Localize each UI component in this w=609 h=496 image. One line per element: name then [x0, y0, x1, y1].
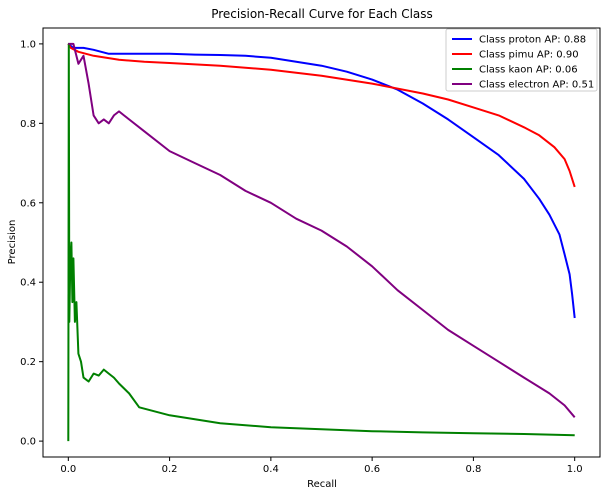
y-tick-label: 1.0 [20, 39, 36, 50]
x-tick-label: 1.0 [567, 464, 583, 475]
x-tick-label: 0.8 [465, 464, 481, 475]
legend-label: Class electron AP: 0.51 [479, 80, 594, 91]
series-layer [67, 42, 576, 442]
y-tick-label: 0.2 [20, 357, 36, 368]
legend-label: Class kaon AP: 0.06 [479, 65, 578, 76]
series-line-4 [68, 42, 576, 418]
y-tick-label: 0.6 [20, 198, 36, 209]
y-axis-ticks: 0.0 0.2 0.4 0.6 0.8 1.0 [20, 39, 43, 448]
series-line-1 [67, 43, 576, 319]
y-tick-label: 0.4 [20, 278, 36, 289]
x-tick-label: 0.6 [364, 464, 380, 475]
series-line-3 [67, 42, 575, 442]
chart-title: Precision-Recall Curve for Each Class [211, 7, 433, 21]
y-tick-label: 0.0 [20, 437, 36, 448]
legend-box [445, 28, 598, 92]
plot-area [42, 27, 601, 458]
x-axis-label: Recall [307, 479, 337, 490]
x-axis-ticks: 0.0 0.2 0.4 0.6 0.8 1.0 [60, 457, 583, 475]
x-tick-label: 0.2 [162, 464, 178, 475]
y-axis-label: Precision [7, 220, 18, 265]
legend-label: Class pimu AP: 0.90 [479, 50, 579, 61]
plot-frame [42, 27, 601, 458]
legend-label: Class proton AP: 0.88 [479, 35, 586, 46]
x-tick-label: 0.0 [60, 464, 76, 475]
y-tick-label: 0.8 [20, 119, 36, 130]
x-tick-label: 0.4 [263, 464, 279, 475]
series-line-2 [67, 43, 576, 188]
legend: Class proton AP: 0.88 Class pimu AP: 0.90… [445, 28, 598, 92]
